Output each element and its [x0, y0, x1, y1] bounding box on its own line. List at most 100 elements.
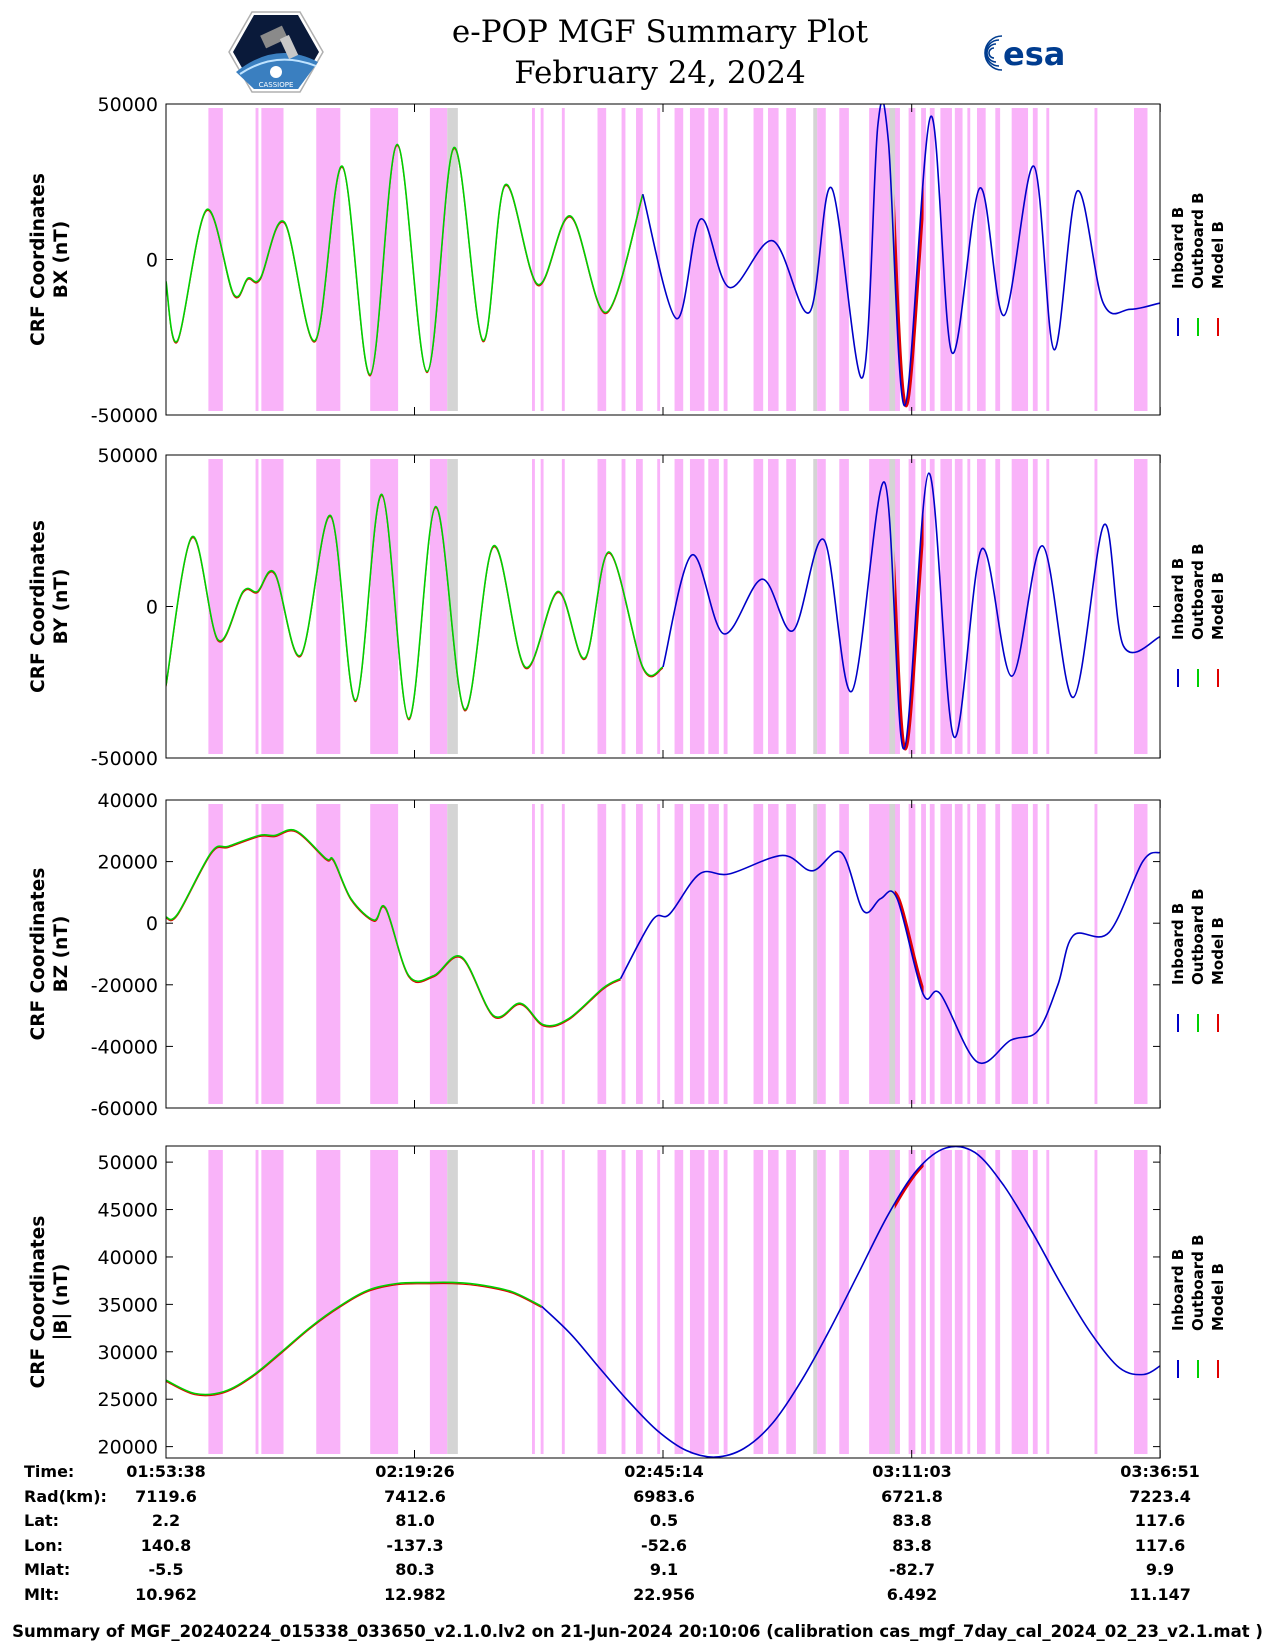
by-y-axis-label-line: CRF Coordinates: [28, 520, 49, 693]
shaded-band-magenta: [370, 804, 399, 1104]
shaded-band-magenta: [540, 804, 544, 1104]
shaded-band-magenta: [767, 459, 779, 754]
bz-y-tick-label: 0: [146, 913, 158, 935]
ephemeris-value: -137.3: [386, 1535, 444, 1555]
shaded-band-magenta: [767, 1150, 779, 1454]
shaded-band-magenta: [817, 804, 826, 1104]
legend-label-model: Model B: [1209, 1263, 1227, 1331]
shaded-band-magenta: [636, 1150, 643, 1454]
legend-label-outboard: Outboard B: [1189, 1234, 1207, 1331]
shaded-band-magenta: [1046, 108, 1050, 411]
shaded-band-magenta: [532, 108, 535, 411]
shaded-band-gray: [447, 108, 458, 411]
shaded-band-magenta: [1133, 1150, 1148, 1454]
shaded-band-magenta: [976, 459, 986, 754]
shaded-band-magenta: [657, 1150, 661, 1454]
bx-y-tick-label: -50000: [91, 405, 158, 427]
shaded-band-magenta: [1046, 804, 1050, 1104]
by-y-axis-label-line: BY (nT): [51, 569, 72, 645]
shaded-band-magenta: [708, 459, 719, 754]
plot-date: February 24, 2024: [514, 55, 806, 91]
shaded-band-gray: [813, 804, 818, 1104]
bx-y-axis-label-line: BX (nT): [51, 221, 72, 299]
cassiope-logo: CASSIOPE: [228, 11, 324, 93]
shaded-band-magenta: [561, 108, 565, 411]
shaded-band-magenta: [621, 1150, 626, 1454]
bz-inboard-b-line: [619, 850, 1160, 1065]
bmag-model-b-group: [894, 1162, 924, 1210]
bmag-y-axis-label-line: |B| (nT): [51, 1264, 72, 1341]
ephemeris-value: -52.6: [640, 1535, 688, 1555]
ephemeris-value: 9.9: [1145, 1560, 1175, 1579]
bmag-y-tick-label: 40000: [98, 1247, 158, 1269]
ephemeris-value: 03:36:51: [1120, 1462, 1200, 1481]
shaded-band-magenta: [532, 804, 535, 1104]
ephemeris-table: Time: 01:53:38 02:19:26 02:45:14 03:11:03 03:…: [0, 1462, 1275, 1630]
shaded-band-magenta: [940, 1150, 952, 1454]
by-series: [166, 472, 1160, 751]
legend-label-outboard: Outboard B: [1189, 192, 1207, 289]
legend-label-model: Model B: [1209, 917, 1227, 985]
shaded-band-magenta: [597, 804, 607, 1104]
plot-title: e-POP MGF Summary Plot: [451, 14, 869, 50]
bz-outboard-b-line: [166, 828, 621, 1027]
shaded-band-magenta: [561, 804, 565, 1104]
shaded-band-magenta: [995, 108, 1001, 411]
shaded-band-magenta: [954, 1150, 963, 1454]
shaded-band-magenta: [689, 108, 705, 411]
shaded-band-magenta: [1133, 804, 1148, 1104]
shaded-band-magenta: [540, 1150, 544, 1454]
ephemeris-value: 11.147: [1129, 1584, 1191, 1604]
footer-summary: Summary of MGF_20240224_015338_033650_v2…: [12, 1622, 1263, 1641]
ephemeris-value: 140.8: [140, 1535, 192, 1555]
bmag-y-tick-label: 50000: [98, 1152, 158, 1174]
ephemeris-row: Lon: 140.8 -137.3 -52.6 83.8 117.6: [0, 1536, 1275, 1558]
shaded-band-magenta: [817, 459, 826, 754]
ephemeris-value: 2.2: [151, 1511, 181, 1530]
ephemeris-row: Lat: 2.2 81.0 0.5 83.8 117.6: [0, 1511, 1275, 1533]
shaded-band-magenta: [753, 459, 764, 754]
shaded-band-magenta: [689, 1150, 705, 1454]
shaded-band-magenta: [1032, 108, 1038, 411]
bmag-y-tick-label: 30000: [98, 1342, 158, 1364]
legend-label-model: Model B: [1209, 572, 1227, 640]
bmag-y-tick-label: 45000: [98, 1200, 158, 1222]
shaded-band-magenta: [208, 1150, 223, 1454]
shaded-band-magenta: [995, 1150, 1001, 1454]
bz-y-axis-label-line: CRF Coordinates: [28, 868, 49, 1041]
shaded-band-magenta: [723, 1150, 728, 1454]
shaded-band-magenta: [767, 108, 779, 411]
bx-y-tick-label: 50000: [98, 94, 158, 116]
bz-y-tick-label: -40000: [91, 1036, 158, 1058]
shaded-band-magenta: [839, 804, 849, 1104]
shaded-band-magenta: [908, 459, 916, 754]
shaded-band-magenta: [1032, 459, 1038, 754]
shaded-band-magenta: [908, 1150, 916, 1454]
bx-model-b-group: [894, 173, 924, 408]
bx-y-tick-label: 0: [146, 250, 158, 272]
shaded-band-magenta: [967, 804, 971, 1104]
shaded-band-magenta: [429, 804, 448, 1104]
shaded-band-magenta: [1011, 1150, 1029, 1454]
ephemeris-value: -82.7: [888, 1560, 936, 1579]
cassiope-logo-text: CASSIOPE: [259, 81, 294, 89]
ephemeris-value: 6.492: [886, 1584, 938, 1604]
by-model-b-group: [894, 503, 924, 751]
shaded-band-magenta: [929, 804, 935, 1104]
legend-label-inboard: Inboard B: [1169, 903, 1187, 985]
shaded-band-magenta: [1011, 804, 1029, 1104]
shaded-band-magenta: [261, 1150, 284, 1454]
legend-label-inboard: Inboard B: [1169, 1249, 1187, 1331]
shaded-band-magenta: [621, 108, 626, 411]
shaded-band-magenta: [540, 108, 544, 411]
shaded-band-magenta: [1011, 459, 1029, 754]
ephemeris-value: 6983.6: [633, 1486, 695, 1506]
shaded-band-magenta: [208, 108, 223, 411]
shaded-band-magenta: [976, 804, 986, 1104]
ephemeris-value: 9.1: [649, 1560, 679, 1579]
shaded-band-magenta: [674, 108, 684, 411]
shaded-band-magenta: [1133, 459, 1148, 754]
esa-logo: esa: [984, 35, 1065, 73]
ephemeris-value: 01:53:38: [126, 1462, 206, 1481]
shaded-band-magenta: [708, 804, 719, 1104]
